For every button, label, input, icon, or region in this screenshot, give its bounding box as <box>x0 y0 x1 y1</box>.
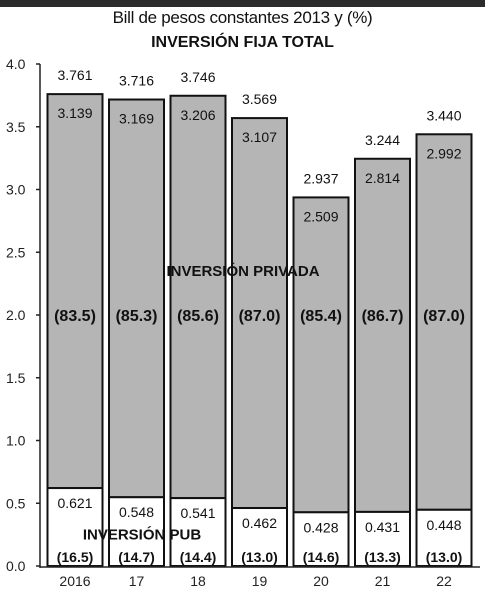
y-tick-label: 4.0 <box>6 56 26 72</box>
total-label: 3.761 <box>57 67 92 83</box>
bar-segment-private <box>292 196 350 514</box>
bar-segment-private <box>169 94 227 500</box>
y-tick-label: 0.0 <box>6 558 26 574</box>
private-share-label: (85.3) <box>116 308 158 325</box>
x-tick-label: 19 <box>252 573 268 589</box>
public-share-label: (13.3) <box>364 549 401 565</box>
x-tick-label: 2016 <box>59 573 90 589</box>
bar-segment-private <box>415 133 473 511</box>
total-label: 3.569 <box>242 91 277 107</box>
bar-segment-public <box>46 487 104 568</box>
y-tick-label: 2.0 <box>6 307 26 323</box>
private-share-label: (85.4) <box>300 308 342 325</box>
series-label-private: INVERSIÓN PRIVADA <box>166 262 319 280</box>
bar-segment-public <box>292 511 350 568</box>
bar-segment-public <box>108 496 165 568</box>
private-value-label: 2.992 <box>426 145 461 161</box>
y-tick-label: 2.5 <box>6 244 26 260</box>
x-tick-label: 17 <box>129 573 145 589</box>
bar-segment-public <box>354 510 411 567</box>
public-value-label: 0.462 <box>242 515 277 531</box>
y-tick-label: 3.0 <box>6 182 26 198</box>
y-tick-label: 0.5 <box>6 495 26 511</box>
public-share-label: (13.0) <box>241 549 278 565</box>
private-share-label: (86.7) <box>362 308 404 325</box>
bar-segment-private <box>46 93 104 490</box>
public-share-label: (14.6) <box>303 549 340 565</box>
public-share-label: (16.5) <box>57 549 94 565</box>
chart-subtitle: Bill de pesos constantes 2013 y (%) <box>112 8 373 27</box>
bar-segment-public <box>169 497 227 567</box>
private-value-label: 2.814 <box>365 170 400 186</box>
top-bar <box>0 0 485 7</box>
y-tick-label: 1.0 <box>6 433 26 449</box>
private-value-label: 3.169 <box>119 111 154 127</box>
x-tick-label: 18 <box>190 573 206 589</box>
private-share-label: (83.5) <box>54 308 96 325</box>
bar-segment-private <box>354 157 411 513</box>
private-value-label: 3.206 <box>180 107 215 123</box>
public-value-label: 0.428 <box>303 519 338 535</box>
chart-title: INVERSIÓN FIJA TOTAL <box>151 34 334 51</box>
private-value-label: 2.509 <box>303 208 338 224</box>
y-tick-label: 1.5 <box>6 370 26 386</box>
bar-segment-public <box>231 507 288 568</box>
bar-segment-private <box>231 117 288 510</box>
public-value-label: 0.621 <box>57 495 92 511</box>
x-tick-label: 20 <box>313 573 329 589</box>
public-value-label: 0.448 <box>426 517 461 533</box>
y-tick-label: 3.5 <box>6 119 26 135</box>
total-label: 3.746 <box>180 69 215 85</box>
total-label: 3.244 <box>365 132 400 148</box>
public-share-label: (14.4) <box>180 549 217 565</box>
x-tick-label: 22 <box>436 573 452 589</box>
x-tick-label: 21 <box>375 573 391 589</box>
series-label-public: INVERSIÓN PUB <box>83 526 202 544</box>
private-share-label: (85.6) <box>177 308 219 325</box>
total-label: 3.440 <box>426 107 461 123</box>
public-value-label: 0.541 <box>180 505 215 521</box>
public-share-label: (14.7) <box>118 549 155 565</box>
total-label: 3.716 <box>119 73 154 89</box>
total-label: 2.937 <box>303 170 338 186</box>
bar-segment-public <box>415 508 473 567</box>
private-value-label: 3.107 <box>242 129 277 145</box>
private-share-label: (87.0) <box>423 308 465 325</box>
public-share-label: (13.0) <box>426 549 463 565</box>
private-share-label: (87.0) <box>239 308 281 325</box>
public-value-label: 0.548 <box>119 504 154 520</box>
private-value-label: 3.139 <box>57 105 92 121</box>
public-value-label: 0.431 <box>365 519 400 535</box>
bar-segment-private <box>108 98 165 499</box>
